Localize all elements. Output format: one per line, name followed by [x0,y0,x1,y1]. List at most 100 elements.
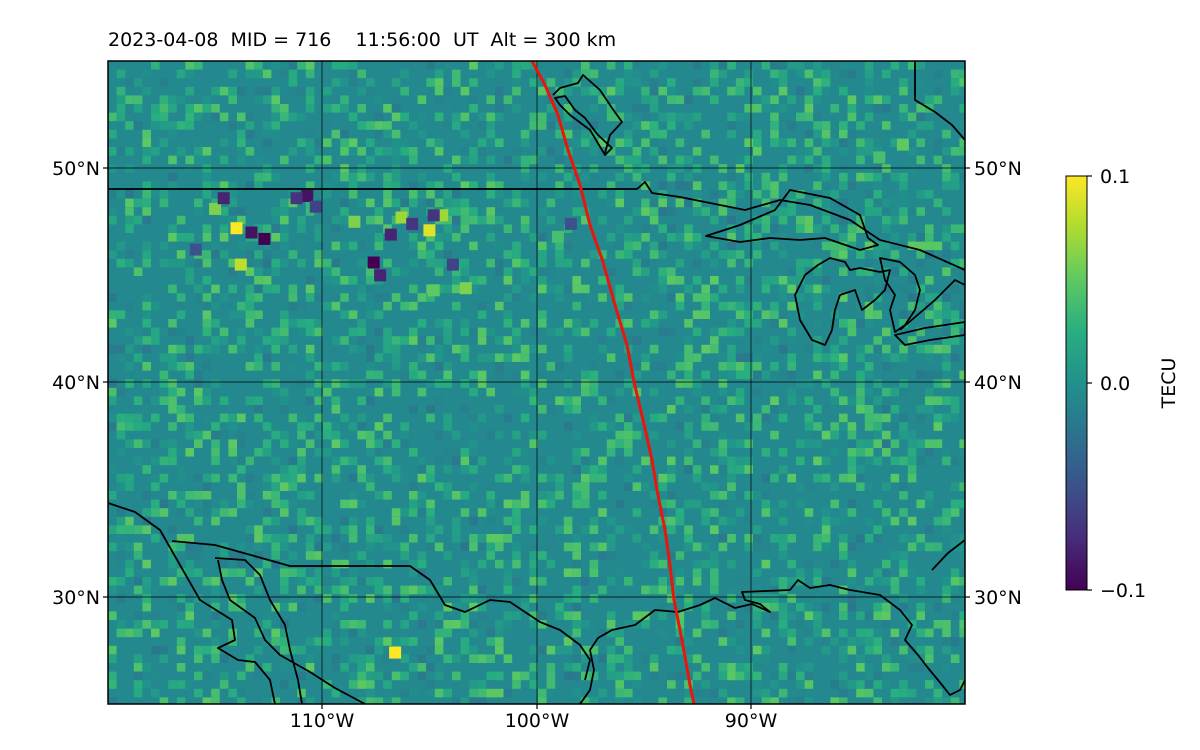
tec-cell [787,267,796,276]
tec-cell [925,190,934,199]
tec-cell [477,370,487,380]
tec-cell [288,439,298,448]
tec-cell [211,319,220,328]
tec-cell [615,293,624,302]
tec-cell [753,301,762,311]
tec-anomaly-cell [564,217,577,230]
tec-cell [503,250,513,259]
tec-cell [907,628,917,638]
tec-cell [684,602,693,612]
tec-cell [641,370,650,380]
tec-cell [340,276,349,285]
tec-cell [443,482,452,491]
tec-cell [890,198,900,208]
tec-cell [529,645,538,655]
florida-atlantic [931,539,965,571]
tec-cell [452,491,461,500]
tec-cell [374,129,384,139]
tec-cell [228,568,237,577]
tec-cell [624,422,633,431]
tec-cell [529,508,538,517]
tec-cell [821,473,831,483]
tec-cell [452,344,461,354]
tec-cell [555,473,564,483]
tec-cell [667,276,676,285]
tec-cell [563,628,573,638]
tec-cell [366,482,375,491]
tec-cell [202,473,212,483]
tec-cell [856,680,865,689]
tec-cell [202,697,212,704]
tec-cell [727,370,736,380]
tec-cell [632,61,642,70]
tec-cell [804,439,814,448]
tec-cell [176,233,186,242]
tec-cell [581,129,590,139]
tec-cell [925,233,934,242]
tec-cell [847,499,857,509]
tec-cell [839,293,848,302]
tec-cell [950,353,960,362]
tec-cell [486,534,495,543]
tec-cell [727,516,736,526]
tec-cell [529,568,538,577]
tec-cell [813,568,822,577]
tec-cell [434,147,444,156]
tec-cell [512,258,521,268]
tec-cell [280,585,289,595]
tec-cell [899,568,908,577]
tec-cell [254,224,263,233]
tec-cell [194,104,203,113]
tec-cell [495,620,504,629]
tec-cell [460,620,470,629]
tec-cell [684,370,693,380]
tec-cell [796,267,805,276]
tec-cell [753,104,762,113]
tec-cell [839,585,848,595]
tec-cell [305,387,315,397]
tec-cell [159,577,169,586]
tec-cell [520,551,530,560]
tec-cell [942,697,951,704]
tec-cell [710,327,719,337]
tec-cell [615,680,624,689]
tec-cell [245,301,255,311]
tec-cell [813,353,822,362]
tec-cell [520,267,530,276]
tec-cell [280,104,289,113]
tec-cell [864,319,874,328]
tec-cell [538,267,547,276]
tec-cell [348,344,358,354]
tec-cell [572,319,581,328]
tec-cell [297,568,306,577]
tec-cell [116,430,126,440]
tec-cell [323,448,332,457]
tec-cell [168,491,177,500]
tec-cell [710,69,719,79]
tec-cell [796,697,805,704]
tec-cell [804,508,814,517]
tec-cell [890,697,900,704]
tec-cell [589,387,599,397]
tec-cell [495,688,504,698]
tec-cell [692,465,702,474]
tec-cell [477,602,487,612]
tec-cell [778,542,788,552]
tec-cell [942,344,951,354]
tec-cell [366,155,375,165]
tec-cell [391,112,401,122]
tec-cell [839,697,848,704]
tec-cell [245,362,255,371]
tec-cell [280,95,289,104]
tec-cell [933,620,943,629]
tec-cell [907,61,917,70]
tec-cell [529,525,538,534]
tec-cell [839,602,848,612]
tec-cell [340,147,349,156]
tec-cell [460,258,470,268]
tec-cell [615,284,624,294]
tec-cell [443,224,452,233]
tec-cell [770,190,779,199]
tec-cell [495,430,504,440]
tec-cell [658,207,667,216]
